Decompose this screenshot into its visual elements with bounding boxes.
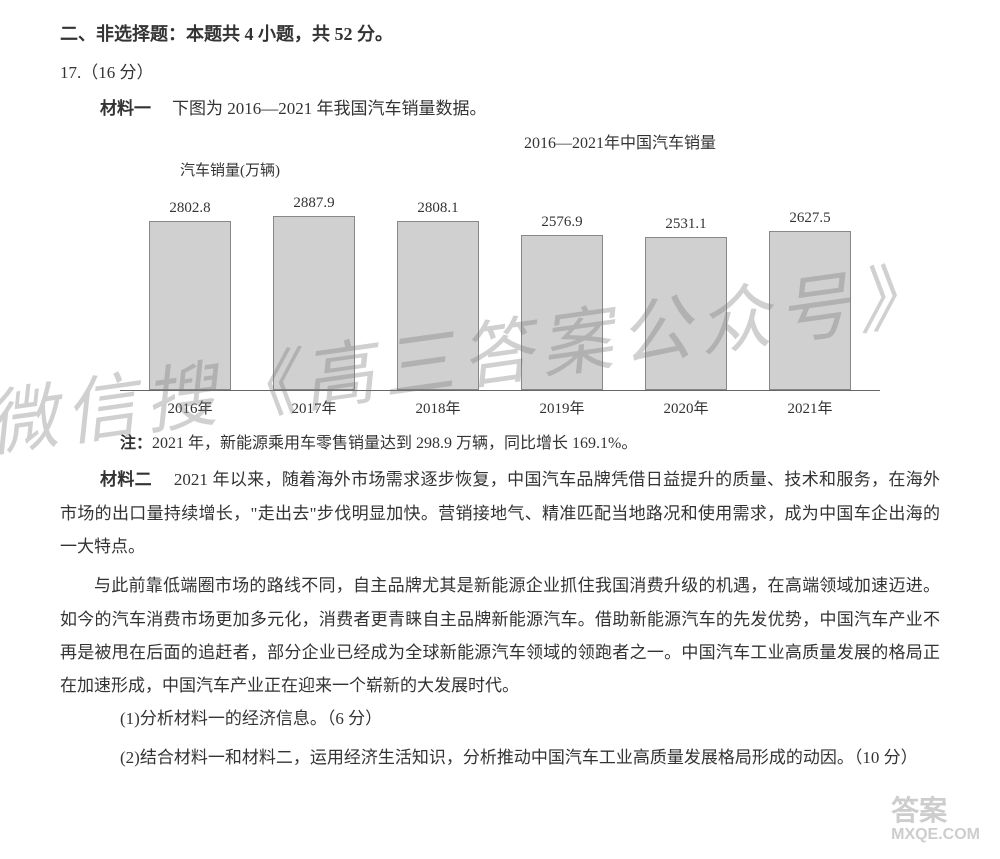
bar-value: 2887.9 [293,195,334,212]
x-label: 2016年 [140,397,240,418]
material2-para1: 材料二 2021 年以来，随着海外市场需求逐步恢复，中国汽车品牌凭借日益提升的质… [60,463,940,563]
x-label: 2019年 [512,397,612,418]
note-text: 2021 年，新能源乘用车零售销量达到 298.9 万辆，同比增长 169.1%… [152,435,637,452]
chart-title: 2016—2021年中国汽车销量 [300,129,940,153]
bar [273,216,355,390]
material1-label: 材料一 [100,99,151,118]
bar-group: 2808.1 [388,200,488,390]
bar-group: 2627.5 [760,210,860,390]
question-number: 17.（16 分） [60,58,940,83]
material1-line: 材料一 下图为 2016—2021 年我国汽车销量数据。 [60,93,940,125]
bar-group: 2576.9 [512,214,612,390]
material2-label: 材料二 [100,470,152,489]
bar-value: 2808.1 [417,200,458,217]
y-axis-label: 汽车销量(万辆) [180,159,940,180]
sub-question-1: (1)分析材料一的经济信息。（6 分） [120,702,940,735]
chart-note: 注：2021 年，新能源乘用车零售销量达到 298.9 万辆，同比增长 169.… [120,430,940,457]
bar-value: 2576.9 [541,214,582,231]
x-label: 2021年 [760,397,860,418]
material2-para2: 与此前靠低端圈市场的路线不同，自主品牌尤其是新能源企业抓住我国消费升级的机遇，在… [60,569,940,702]
bar [769,231,851,390]
watermark-corner-line1: 答案 [891,796,980,827]
bar-value: 2531.1 [665,216,706,233]
watermark-corner-line2: MXQE.COM [891,826,980,844]
x-axis [120,390,880,391]
x-label: 2020年 [636,397,736,418]
bar [521,235,603,390]
material2-text1: 2021 年以来，随着海外市场需求逐步恢复，中国汽车品牌凭借日益提升的质量、技术… [60,470,940,556]
bar [149,221,231,390]
bar-group: 2531.1 [636,216,736,390]
bar [397,221,479,390]
x-label: 2017年 [264,397,364,418]
bar-group: 2887.9 [264,195,364,390]
watermark-corner: 答案 MXQE.COM [891,796,980,844]
note-label: 注： [120,435,152,452]
bar-value: 2627.5 [789,210,830,227]
bar [645,237,727,390]
x-label: 2018年 [388,397,488,418]
bar-group: 2802.8 [140,200,240,390]
sub-question-2: (2)结合材料一和材料二，运用经济生活知识，分析推动中国汽车工业高质量发展格局形… [120,741,940,774]
bar-chart: 2802.8 2887.9 2808.1 2576.9 2531.1 2627.… [120,190,880,390]
section-header: 二、非选择题：本题共 4 小题，共 52 分。 [60,20,940,46]
bar-value: 2802.8 [169,200,210,217]
x-axis-labels: 2016年 2017年 2018年 2019年 2020年 2021年 [120,397,880,418]
material1-intro: 下图为 2016—2021 年我国汽车销量数据。 [155,99,487,118]
